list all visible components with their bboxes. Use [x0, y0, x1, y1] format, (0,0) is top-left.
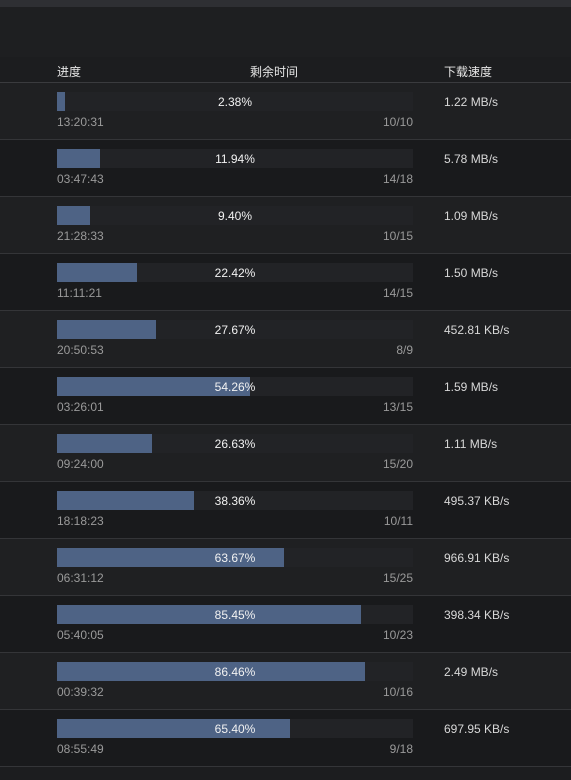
download-speed: 697.95 KB/s: [444, 722, 510, 736]
remaining-time: 03:26:01: [57, 400, 104, 414]
progress-percent: 26.63%: [214, 437, 256, 451]
remaining-time: 00:39:32: [57, 685, 104, 699]
table-row[interactable]: 11.94% 03:47:43 14/18 5.78 MB/s: [0, 140, 571, 197]
remaining-time: 03:47:43: [57, 172, 104, 186]
progress-bar-fill: [57, 719, 290, 738]
download-speed: 398.34 KB/s: [444, 608, 510, 622]
toolbar-area: [0, 7, 571, 58]
progress-percent: 11.94%: [215, 152, 255, 166]
table-header: 进度 剩余时间 下载速度: [0, 57, 571, 83]
download-speed: 2.49 MB/s: [444, 665, 499, 679]
table-row[interactable]: 86.46% 00:39:32 10/16 2.49 MB/s: [0, 653, 571, 710]
progress-percent: 27.67%: [214, 323, 256, 337]
progress-percent: 54.26%: [214, 380, 256, 394]
table-row[interactable]: 27.67% 20:50:53 8/9 452.81 KB/s: [0, 311, 571, 368]
table-row[interactable]: 85.45% 05:40:05 10/23 398.34 KB/s: [0, 596, 571, 653]
column-header-download-speed[interactable]: 下载速度: [444, 65, 493, 79]
progress-bar: [57, 149, 413, 168]
file-count: 14/15: [382, 286, 413, 300]
progress-bar-fill: [57, 605, 362, 624]
progress-bar: [57, 377, 413, 396]
progress-bar: [57, 206, 413, 225]
table-row[interactable]: 2.38% 13:20:31 10/10 1.22 MB/s: [0, 83, 571, 140]
remaining-time: 20:50:53: [57, 343, 104, 357]
progress-bar-fill: [57, 377, 251, 396]
progress-bar-fill: [57, 662, 365, 681]
download-speed: 1.22 MB/s: [444, 95, 499, 109]
progress-bar: [57, 491, 413, 510]
table-row[interactable]: 9.40% 21:28:33 10/15 1.09 MB/s: [0, 197, 571, 254]
table-row[interactable]: 38.36% 18:18:23 10/11 495.37 KB/s: [0, 482, 571, 539]
remaining-time: 08:55:49: [57, 742, 104, 756]
remaining-time: 18:18:23: [57, 514, 104, 528]
remaining-time: 06:31:12: [57, 571, 104, 585]
progress-bar: [57, 92, 413, 111]
remaining-time: 05:40:05: [57, 628, 104, 642]
progress-percent: 86.46%: [214, 665, 256, 679]
progress-percent: 85.45%: [214, 608, 256, 622]
download-speed: 966.91 KB/s: [444, 551, 510, 565]
file-count: 15/25: [382, 571, 413, 585]
download-speed: 1.59 MB/s: [444, 380, 499, 394]
progress-percent: 22.42%: [214, 266, 256, 280]
progress-percent: 63.67%: [214, 551, 256, 565]
remaining-time: 11:11:21: [57, 286, 102, 300]
progress-bar: [57, 320, 413, 339]
download-speed: 1.09 MB/s: [444, 209, 499, 223]
progress-bar-fill: [57, 92, 66, 111]
remaining-time: 13:20:31: [57, 115, 104, 129]
download-speed: 452.81 KB/s: [444, 323, 510, 337]
progress-bar-fill: [57, 434, 152, 453]
file-count: 10/11: [383, 514, 413, 528]
progress-bar: [57, 719, 413, 738]
file-count: 10/23: [382, 628, 413, 642]
file-count: 10/15: [382, 229, 413, 243]
file-count: 8/9: [396, 343, 413, 357]
file-count: 9/18: [389, 742, 413, 756]
progress-bar-fill: [57, 491, 194, 510]
table-row[interactable]: 63.67% 06:31:12 15/25 966.91 KB/s: [0, 539, 571, 596]
remaining-time: 21:28:33: [57, 229, 104, 243]
download-speed: 1.50 MB/s: [444, 266, 499, 280]
progress-bar-fill: [57, 206, 91, 225]
download-speed: 1.11 MB/s: [444, 437, 498, 451]
download-speed: 495.37 KB/s: [444, 494, 510, 508]
progress-bar: [57, 662, 413, 681]
table-row[interactable]: 65.40% 08:55:49 9/18 697.95 KB/s: [0, 710, 571, 767]
file-count: 14/18: [382, 172, 413, 186]
progress-bar: [57, 605, 413, 624]
progress-bar-fill: [57, 149, 100, 168]
table-row[interactable]: 26.63% 09:24:00 15/20 1.11 MB/s: [0, 425, 571, 482]
progress-percent: 9.40%: [217, 209, 253, 223]
table-row[interactable]: 54.26% 03:26:01 13/15 1.59 MB/s: [0, 368, 571, 425]
download-speed: 5.78 MB/s: [444, 152, 499, 166]
progress-percent: 2.38%: [217, 95, 253, 109]
progress-bar: [57, 434, 413, 453]
progress-bar-fill: [57, 320, 156, 339]
progress-bar-fill: [57, 548, 284, 567]
window-top-strip: [0, 0, 571, 7]
column-header-remaining-time[interactable]: 剩余时间: [250, 65, 299, 79]
file-count: 10/10: [382, 115, 413, 129]
file-count: 10/16: [382, 685, 413, 699]
progress-percent: 38.36%: [214, 494, 256, 508]
file-count: 15/20: [382, 457, 413, 471]
progress-bar-fill: [57, 263, 137, 282]
column-header-progress[interactable]: 进度: [57, 65, 82, 79]
file-count: 13/15: [382, 400, 413, 414]
download-list: 2.38% 13:20:31 10/10 1.22 MB/s 11.94% 03…: [0, 83, 571, 767]
progress-bar: [57, 548, 413, 567]
progress-percent: 65.40%: [214, 722, 256, 736]
table-row[interactable]: 22.42% 11:11:21 14/15 1.50 MB/s: [0, 254, 571, 311]
remaining-time: 09:24:00: [57, 457, 104, 471]
progress-bar: [57, 263, 413, 282]
